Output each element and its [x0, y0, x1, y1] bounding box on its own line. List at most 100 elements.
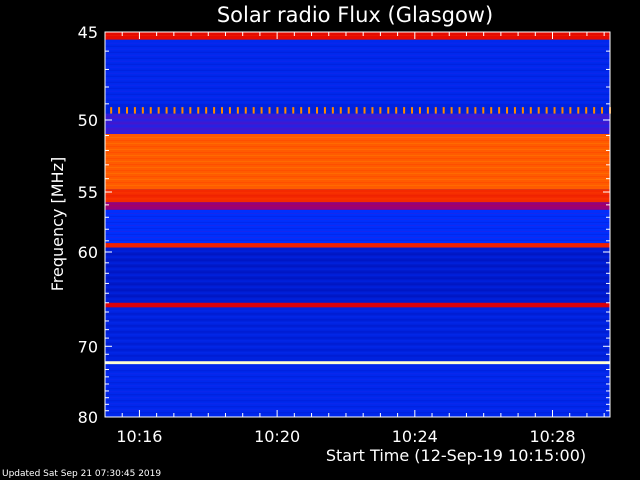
interference-dot	[213, 107, 216, 114]
interference-dot	[371, 107, 374, 114]
x-axis-label: Start Time (12-Sep-19 10:15:00)	[326, 446, 586, 465]
band-texture	[105, 149, 610, 151]
band-texture	[105, 48, 610, 50]
band-texture	[105, 179, 610, 181]
band-texture	[105, 328, 610, 330]
band-texture	[105, 373, 610, 375]
interference-dot	[403, 107, 406, 114]
interference-dot	[513, 107, 516, 114]
band-texture	[105, 195, 610, 197]
band-texture	[105, 60, 610, 62]
interference-dot	[125, 107, 128, 114]
band-texture	[105, 84, 610, 86]
band-texture	[105, 283, 610, 285]
y-tick-label: 70	[78, 337, 98, 356]
band-texture	[105, 352, 610, 354]
band-texture	[105, 250, 610, 252]
band-texture	[105, 54, 610, 56]
interference-dot	[577, 107, 580, 114]
band-texture	[105, 319, 610, 321]
band-texture	[105, 140, 610, 142]
band-texture	[105, 331, 610, 333]
band-texture	[105, 239, 610, 241]
interference-dot	[379, 107, 382, 114]
band-texture	[105, 167, 610, 169]
updated-timestamp: Updated Sat Sep 21 07:30:45 2019	[2, 469, 162, 479]
band-texture	[105, 51, 610, 53]
interference-dot	[276, 107, 279, 114]
band-texture	[105, 99, 610, 101]
band-texture	[105, 370, 610, 372]
x-tick-label: 10:24	[392, 427, 438, 446]
interference-dot	[426, 107, 429, 114]
interference-dot	[189, 107, 192, 114]
band-texture	[105, 277, 610, 279]
interference-dot	[490, 107, 493, 114]
interference-dot	[157, 107, 160, 114]
band-texture	[105, 198, 610, 200]
interference-dot	[363, 107, 366, 114]
band-texture	[105, 349, 610, 351]
band-texture	[105, 146, 610, 148]
band-texture	[105, 152, 610, 154]
y-tick-label: 80	[78, 408, 98, 427]
band-texture	[105, 96, 610, 98]
band-texture	[105, 125, 610, 127]
interference-dot	[434, 107, 437, 114]
band-texture	[105, 75, 610, 77]
interference-dot	[545, 107, 548, 114]
interference-dot	[268, 107, 271, 114]
band-texture	[105, 265, 610, 267]
frequency-band	[105, 307, 610, 362]
band-texture	[105, 262, 610, 264]
band-texture	[105, 256, 610, 258]
band-texture	[105, 286, 610, 288]
band-texture	[105, 93, 610, 95]
interference-dot	[236, 107, 239, 114]
band-texture	[105, 346, 610, 348]
interference-dot	[292, 107, 295, 114]
band-texture	[105, 81, 610, 83]
y-tick-label: 60	[78, 243, 98, 262]
band-texture	[105, 230, 610, 232]
interference-dot	[260, 107, 263, 114]
band-texture	[105, 289, 610, 291]
interference-dot	[585, 107, 588, 114]
band-texture	[105, 379, 610, 381]
band-texture	[105, 218, 610, 220]
interference-dot	[323, 107, 326, 114]
band-texture	[105, 313, 610, 315]
interference-dot	[601, 107, 604, 114]
frequency-band	[105, 364, 610, 417]
band-texture	[105, 253, 610, 255]
band-texture	[105, 316, 610, 318]
band-texture	[105, 205, 610, 207]
band-texture	[105, 90, 610, 92]
interference-dot	[593, 107, 596, 114]
band-texture	[105, 391, 610, 393]
band-texture	[105, 158, 610, 160]
band-texture	[105, 66, 610, 68]
band-texture	[105, 87, 610, 89]
band-texture	[105, 236, 610, 238]
band-texture	[105, 406, 610, 408]
frequency-band	[105, 361, 610, 365]
interference-dot	[205, 107, 208, 114]
band-texture	[105, 409, 610, 411]
band-texture	[105, 343, 610, 345]
interference-dot	[165, 107, 168, 114]
interference-dot	[339, 107, 342, 114]
x-tick-label: 10:16	[116, 427, 162, 446]
interference-dot	[482, 107, 485, 114]
interference-dot	[355, 107, 358, 114]
band-texture	[105, 274, 610, 276]
y-axis-label: Frequency [MHz]	[48, 157, 67, 291]
interference-dot	[450, 107, 453, 114]
frequency-band	[105, 302, 610, 308]
band-texture	[105, 310, 610, 312]
interference-dot	[284, 107, 287, 114]
interference-dot	[569, 107, 572, 114]
interference-dots	[110, 107, 611, 114]
band-texture	[105, 57, 610, 59]
